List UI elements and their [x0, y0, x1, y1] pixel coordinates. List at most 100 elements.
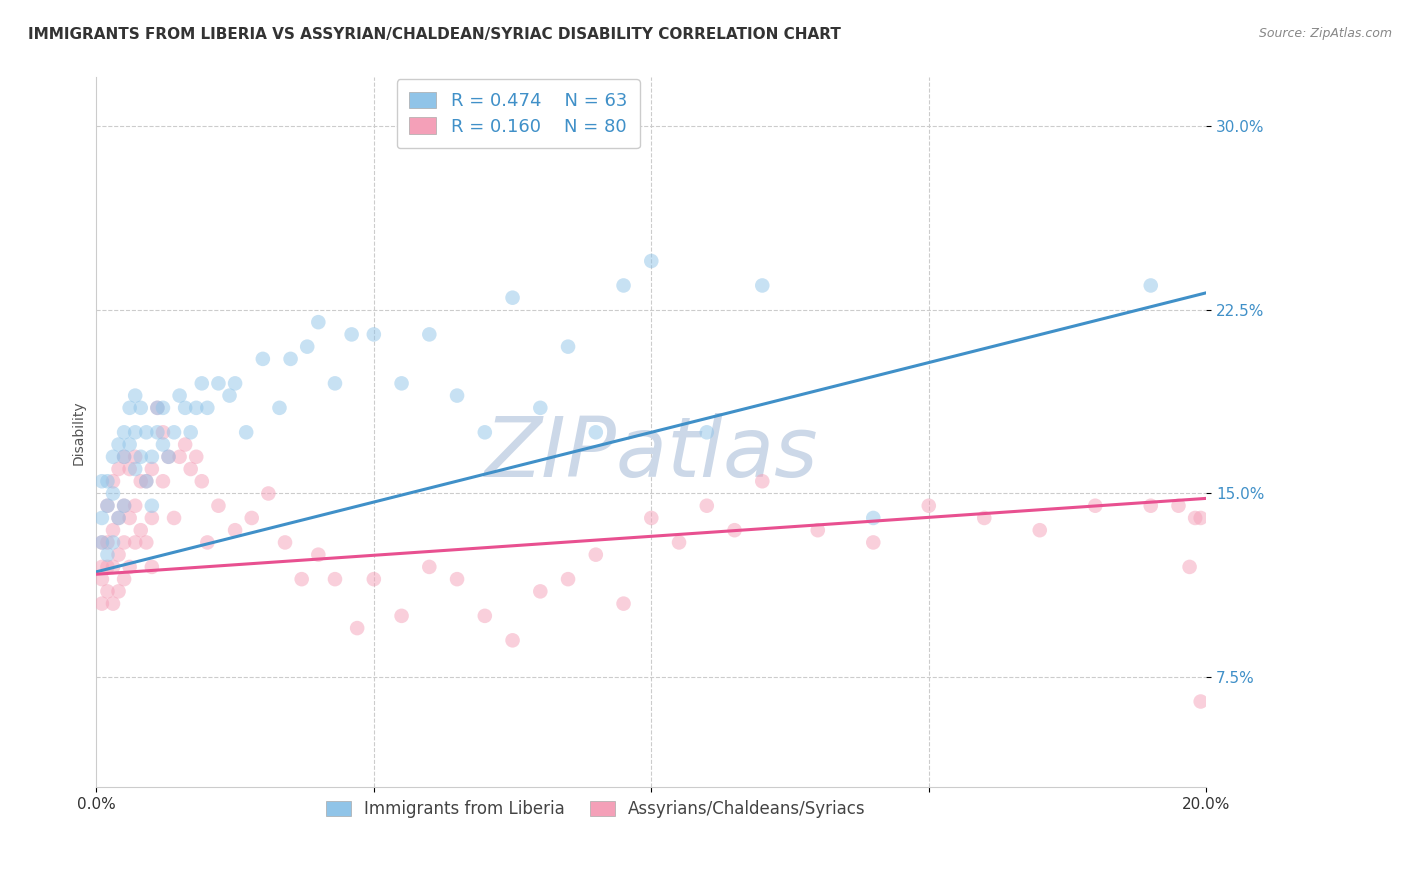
Point: [723, 523, 745, 537]
Point: [163, 425, 186, 440]
Point: [186, 401, 208, 415]
Point: [124, 450, 146, 464]
Point: [269, 401, 291, 415]
Point: [112, 425, 135, 440]
Point: [640, 254, 662, 268]
Point: [141, 450, 163, 464]
Point: [474, 608, 496, 623]
Point: [124, 425, 146, 440]
Point: [529, 584, 551, 599]
Point: [141, 499, 163, 513]
Point: [585, 548, 607, 562]
Point: [973, 511, 995, 525]
Point: [152, 437, 174, 451]
Point: [696, 425, 718, 440]
Point: [96, 584, 118, 599]
Point: [207, 376, 229, 391]
Point: [862, 535, 884, 549]
Point: [129, 475, 152, 489]
Point: [135, 535, 157, 549]
Point: [323, 572, 346, 586]
Point: [157, 450, 180, 464]
Point: [96, 475, 118, 489]
Point: [129, 450, 152, 464]
Point: [90, 535, 112, 549]
Point: [1139, 278, 1161, 293]
Point: [240, 511, 263, 525]
Point: [112, 572, 135, 586]
Point: [90, 560, 112, 574]
Point: [107, 437, 129, 451]
Point: [152, 425, 174, 440]
Point: [274, 535, 297, 549]
Point: [346, 621, 368, 635]
Point: [124, 499, 146, 513]
Point: [391, 608, 413, 623]
Point: [90, 535, 112, 549]
Point: [118, 401, 141, 415]
Text: Source: ZipAtlas.com: Source: ZipAtlas.com: [1258, 27, 1392, 40]
Point: [107, 511, 129, 525]
Point: [118, 462, 141, 476]
Point: [1029, 523, 1052, 537]
Point: [418, 560, 440, 574]
Point: [101, 486, 124, 500]
Point: [157, 450, 180, 464]
Point: [169, 388, 191, 402]
Point: [90, 572, 112, 586]
Point: [502, 291, 524, 305]
Point: [146, 425, 169, 440]
Point: [1178, 560, 1201, 574]
Point: [291, 572, 314, 586]
Point: [340, 327, 363, 342]
Point: [252, 351, 274, 366]
Point: [502, 633, 524, 648]
Point: [280, 351, 302, 366]
Point: [612, 278, 634, 293]
Point: [101, 523, 124, 537]
Point: [112, 450, 135, 464]
Point: [224, 523, 246, 537]
Point: [180, 462, 202, 476]
Point: [129, 523, 152, 537]
Point: [101, 560, 124, 574]
Point: [90, 475, 112, 489]
Point: [862, 511, 884, 525]
Point: [118, 560, 141, 574]
Point: [124, 535, 146, 549]
Point: [112, 450, 135, 464]
Point: [191, 475, 214, 489]
Point: [612, 597, 634, 611]
Point: [186, 450, 208, 464]
Point: [107, 462, 129, 476]
Point: [107, 584, 129, 599]
Point: [174, 437, 197, 451]
Point: [118, 511, 141, 525]
Point: [152, 475, 174, 489]
Y-axis label: Disability: Disability: [72, 400, 86, 465]
Point: [195, 401, 218, 415]
Point: [474, 425, 496, 440]
Point: [180, 425, 202, 440]
Point: [751, 278, 773, 293]
Point: [218, 388, 240, 402]
Point: [446, 388, 468, 402]
Point: [124, 388, 146, 402]
Point: [323, 376, 346, 391]
Point: [90, 597, 112, 611]
Legend: Immigrants from Liberia, Assyrians/Chaldeans/Syriacs: Immigrants from Liberia, Assyrians/Chald…: [319, 794, 873, 825]
Point: [152, 401, 174, 415]
Point: [107, 511, 129, 525]
Point: [96, 548, 118, 562]
Point: [297, 340, 319, 354]
Point: [112, 499, 135, 513]
Point: [751, 475, 773, 489]
Point: [696, 499, 718, 513]
Point: [1139, 499, 1161, 513]
Point: [1184, 511, 1206, 525]
Point: [307, 315, 329, 329]
Point: [640, 511, 662, 525]
Point: [90, 511, 112, 525]
Point: [141, 511, 163, 525]
Point: [101, 535, 124, 549]
